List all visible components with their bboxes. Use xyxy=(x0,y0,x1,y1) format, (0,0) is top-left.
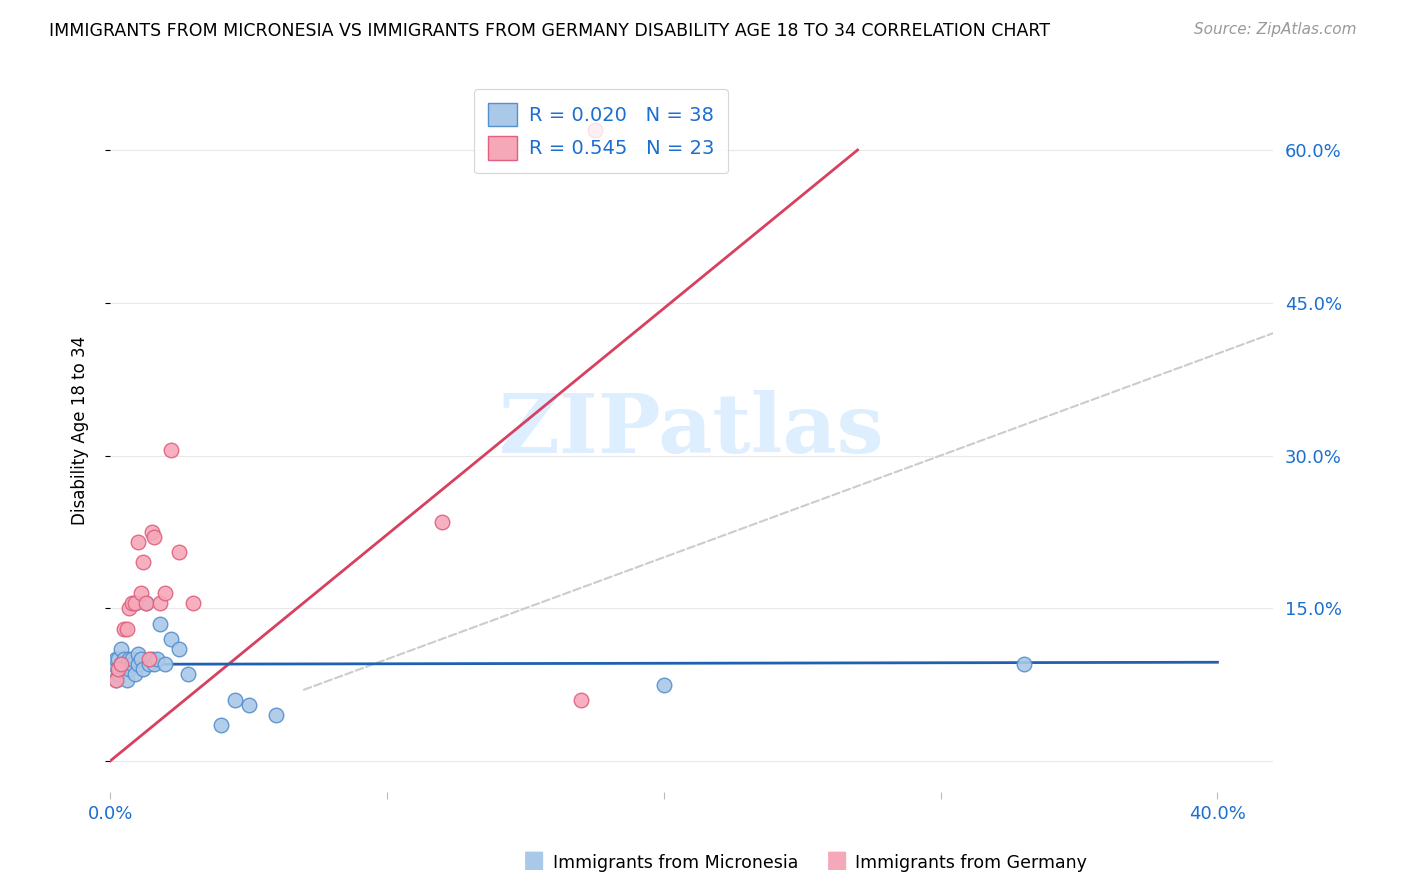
Point xyxy=(132,556,155,570)
Text: ZIPatlas: ZIPatlas xyxy=(499,390,884,470)
Point xyxy=(124,596,146,610)
Point xyxy=(155,586,177,600)
Point xyxy=(104,652,127,666)
Point xyxy=(155,657,177,672)
Legend: R = 0.020   N = 38, R = 0.545   N = 23: R = 0.020 N = 38, R = 0.545 N = 23 xyxy=(474,89,728,173)
Point xyxy=(112,622,135,636)
Point xyxy=(1012,657,1035,672)
Point xyxy=(101,657,124,672)
Point xyxy=(138,657,160,672)
Point xyxy=(169,642,191,657)
Point xyxy=(138,652,160,666)
Point xyxy=(110,642,132,657)
Text: ■: ■ xyxy=(523,848,546,872)
Text: IMMIGRANTS FROM MICRONESIA VS IMMIGRANTS FROM GERMANY DISABILITY AGE 18 TO 34 CO: IMMIGRANTS FROM MICRONESIA VS IMMIGRANTS… xyxy=(49,22,1050,40)
Point xyxy=(110,657,132,672)
Point xyxy=(569,693,592,707)
Point xyxy=(127,535,149,549)
Point xyxy=(149,596,172,610)
Point xyxy=(112,652,135,666)
Point xyxy=(160,632,183,646)
Text: ■: ■ xyxy=(825,848,848,872)
Point xyxy=(118,662,141,676)
Point xyxy=(141,652,163,666)
Point xyxy=(115,622,138,636)
Point xyxy=(107,662,129,676)
Point xyxy=(132,662,155,676)
Point xyxy=(176,667,198,681)
Point xyxy=(107,652,129,666)
Point xyxy=(143,530,166,544)
Point xyxy=(127,657,149,672)
Point xyxy=(169,545,191,559)
Point xyxy=(160,443,183,458)
Point xyxy=(115,657,138,672)
Point xyxy=(135,596,157,610)
Y-axis label: Disability Age 18 to 34: Disability Age 18 to 34 xyxy=(72,335,89,524)
Point xyxy=(107,667,129,681)
Point xyxy=(121,652,143,666)
Text: Source: ZipAtlas.com: Source: ZipAtlas.com xyxy=(1194,22,1357,37)
Point xyxy=(124,596,146,610)
Point xyxy=(112,662,135,676)
Point xyxy=(121,596,143,610)
Point xyxy=(224,693,246,707)
Point xyxy=(110,657,132,672)
Text: Immigrants from Germany: Immigrants from Germany xyxy=(855,855,1087,872)
Point xyxy=(135,596,157,610)
Point xyxy=(583,122,606,136)
Point xyxy=(143,657,166,672)
Point xyxy=(124,667,146,681)
Point xyxy=(104,673,127,687)
Point xyxy=(129,652,152,666)
Point xyxy=(121,657,143,672)
Point xyxy=(146,652,169,666)
Point xyxy=(141,524,163,539)
Point xyxy=(127,647,149,661)
Point xyxy=(432,515,454,529)
Point xyxy=(115,673,138,687)
Text: Immigrants from Micronesia: Immigrants from Micronesia xyxy=(553,855,799,872)
Point xyxy=(118,601,141,615)
Point xyxy=(118,652,141,666)
Point xyxy=(264,708,287,723)
Point xyxy=(181,596,204,610)
Point xyxy=(149,616,172,631)
Point xyxy=(107,662,129,676)
Point xyxy=(209,718,232,732)
Point xyxy=(238,698,260,712)
Point xyxy=(104,673,127,687)
Point xyxy=(652,678,675,692)
Point xyxy=(129,586,152,600)
